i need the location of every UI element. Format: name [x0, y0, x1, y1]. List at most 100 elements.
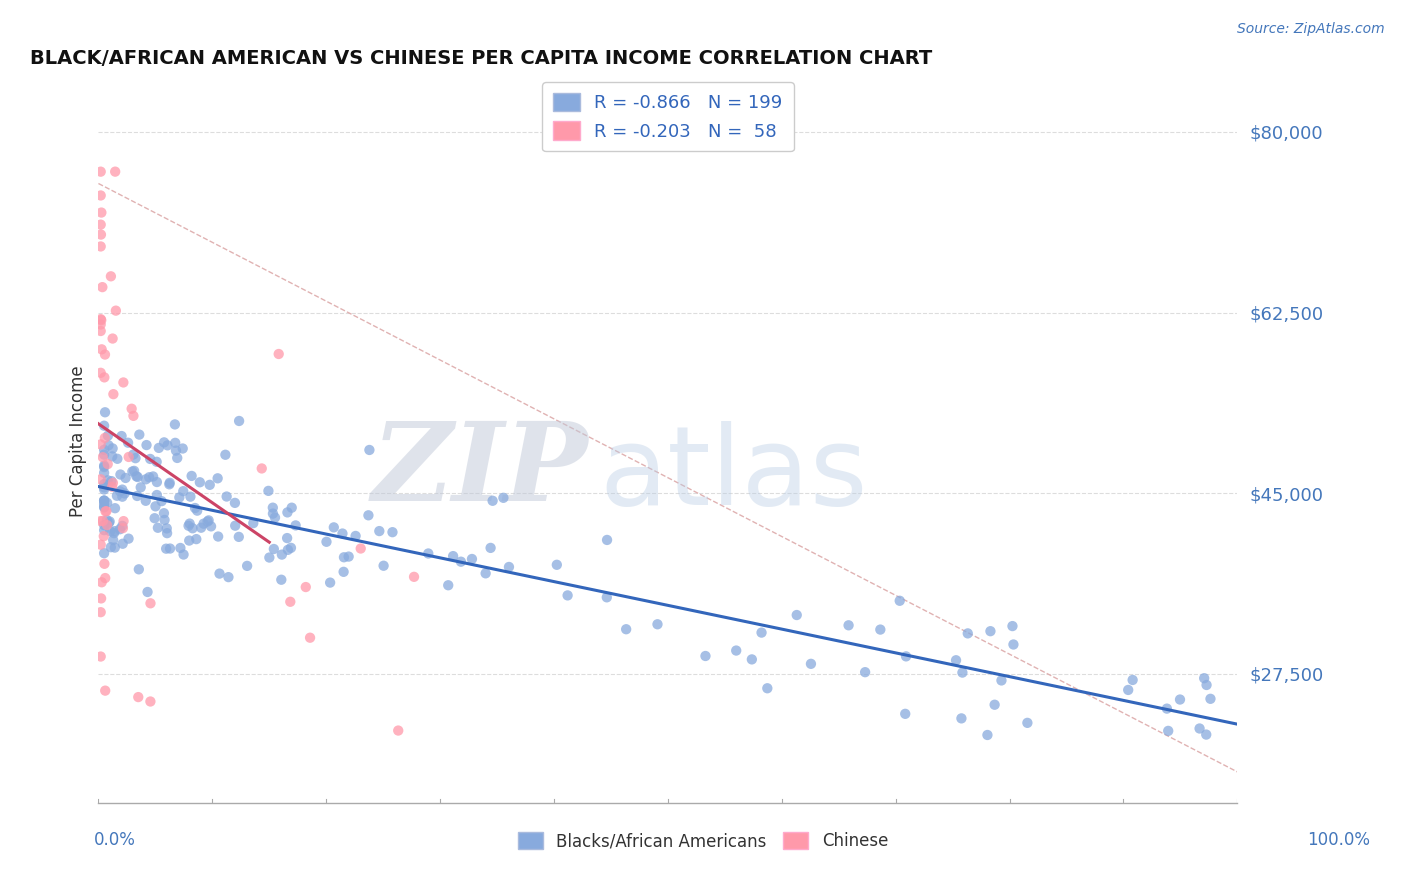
Point — [91, 280, 114, 294]
Point — [869, 623, 891, 637]
Point — [1195, 678, 1218, 692]
Point — [228, 414, 250, 428]
Point — [207, 529, 229, 543]
Point — [741, 652, 763, 666]
Point — [1017, 715, 1039, 730]
Point — [105, 489, 128, 503]
Point — [647, 617, 669, 632]
Point — [276, 531, 298, 545]
Point — [90, 605, 112, 619]
Point — [90, 239, 112, 253]
Point — [481, 493, 503, 508]
Point — [179, 516, 201, 531]
Point — [90, 164, 112, 178]
Point — [90, 591, 112, 606]
Point — [114, 486, 136, 500]
Point — [93, 480, 115, 494]
Text: BLACK/AFRICAN AMERICAN VS CHINESE PER CAPITA INCOME CORRELATION CHART: BLACK/AFRICAN AMERICAN VS CHINESE PER CA… — [30, 48, 932, 68]
Point — [945, 653, 967, 667]
Point — [101, 450, 124, 464]
Point — [110, 429, 132, 443]
Text: 0.0%: 0.0% — [94, 831, 136, 849]
Point — [479, 541, 502, 555]
Point — [96, 504, 118, 518]
Point — [228, 530, 250, 544]
Point — [263, 541, 285, 556]
Point — [207, 471, 229, 485]
Point — [111, 483, 134, 497]
Point — [250, 461, 273, 475]
Point — [90, 324, 112, 338]
Point — [128, 562, 150, 576]
Point — [262, 507, 284, 521]
Point — [118, 450, 141, 464]
Point — [498, 560, 520, 574]
Point — [103, 387, 125, 401]
Point — [270, 573, 292, 587]
Point — [976, 728, 998, 742]
Point — [125, 469, 148, 483]
Point — [280, 500, 302, 515]
Point — [172, 442, 194, 456]
Point — [93, 546, 115, 560]
Point — [93, 477, 115, 491]
Point — [90, 366, 112, 380]
Point — [181, 521, 204, 535]
Point — [90, 318, 112, 332]
Point — [138, 470, 160, 484]
Point — [169, 491, 191, 505]
Y-axis label: Per Capita Income: Per Capita Income — [69, 366, 87, 517]
Point — [1122, 673, 1144, 687]
Point — [97, 438, 120, 452]
Point — [93, 529, 115, 543]
Point — [90, 312, 112, 326]
Point — [93, 493, 115, 508]
Point — [96, 513, 118, 527]
Point — [111, 537, 134, 551]
Point — [135, 472, 157, 486]
Point — [557, 588, 579, 602]
Point — [93, 518, 115, 533]
Point — [387, 723, 409, 738]
Point — [402, 570, 425, 584]
Point — [153, 513, 176, 527]
Point — [332, 565, 354, 579]
Point — [111, 519, 134, 533]
Point — [156, 526, 179, 541]
Point — [97, 473, 120, 487]
Point — [103, 526, 125, 541]
Point — [139, 452, 162, 467]
Point — [93, 370, 115, 384]
Point — [276, 505, 298, 519]
Point — [319, 575, 342, 590]
Point — [93, 458, 115, 473]
Point — [461, 552, 484, 566]
Point — [751, 625, 773, 640]
Point — [270, 548, 292, 562]
Point — [894, 706, 917, 721]
Point — [188, 475, 211, 490]
Point — [264, 510, 287, 524]
Point — [284, 518, 307, 533]
Point — [153, 435, 176, 450]
Point — [93, 557, 115, 571]
Point — [93, 442, 115, 457]
Point — [142, 469, 165, 483]
Point — [93, 418, 115, 433]
Point — [159, 541, 181, 556]
Point — [786, 607, 808, 622]
Point — [215, 490, 238, 504]
Point — [90, 538, 112, 552]
Point — [357, 508, 380, 523]
Point — [596, 591, 619, 605]
Point — [1002, 638, 1025, 652]
Point — [93, 460, 115, 475]
Point — [193, 516, 215, 531]
Point — [257, 483, 280, 498]
Point — [121, 401, 143, 416]
Point — [128, 427, 150, 442]
Point — [93, 523, 115, 537]
Point — [117, 435, 139, 450]
Point — [333, 550, 356, 565]
Point — [156, 438, 179, 452]
